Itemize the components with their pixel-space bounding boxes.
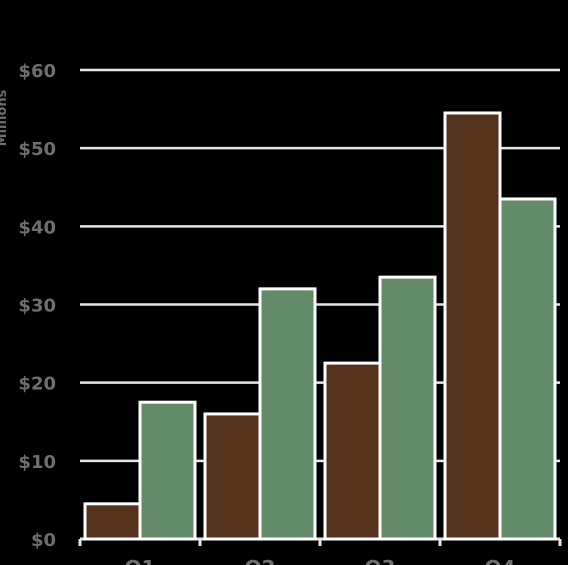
- y-tick-label: $50: [18, 139, 56, 160]
- y-tick-label: $20: [18, 374, 56, 395]
- x-axis-labels: Q1 Q2 Q3 Q4: [125, 556, 516, 565]
- bars: [83, 111, 557, 541]
- y-tick-label: $10: [18, 452, 56, 473]
- bar-q1-series-1: [83, 502, 142, 541]
- y-axis-labels: $0 $10 $20 $30 $40 $50 $60: [18, 61, 56, 551]
- y-tick-label: $30: [18, 296, 56, 317]
- x-category-label: Q2: [245, 556, 276, 565]
- y-tick-label: $60: [18, 61, 56, 82]
- y-tick-label: $40: [18, 217, 56, 238]
- x-category-label: Q3: [365, 556, 396, 565]
- y-tick-label: $0: [31, 530, 56, 551]
- bar-q3-series-1: [323, 361, 382, 541]
- bar-q3-series-2: [378, 275, 437, 541]
- bar-q1-series-2: [138, 400, 197, 541]
- bar-q4-series-2: [498, 197, 557, 541]
- bar-q4-series-1: [443, 111, 502, 541]
- y-axis-title: Millions: [0, 89, 10, 146]
- bar-q2-series-1: [203, 412, 262, 541]
- x-category-label: Q4: [485, 556, 516, 565]
- x-category-label: Q1: [125, 556, 156, 565]
- bar-q2-series-2: [258, 287, 317, 541]
